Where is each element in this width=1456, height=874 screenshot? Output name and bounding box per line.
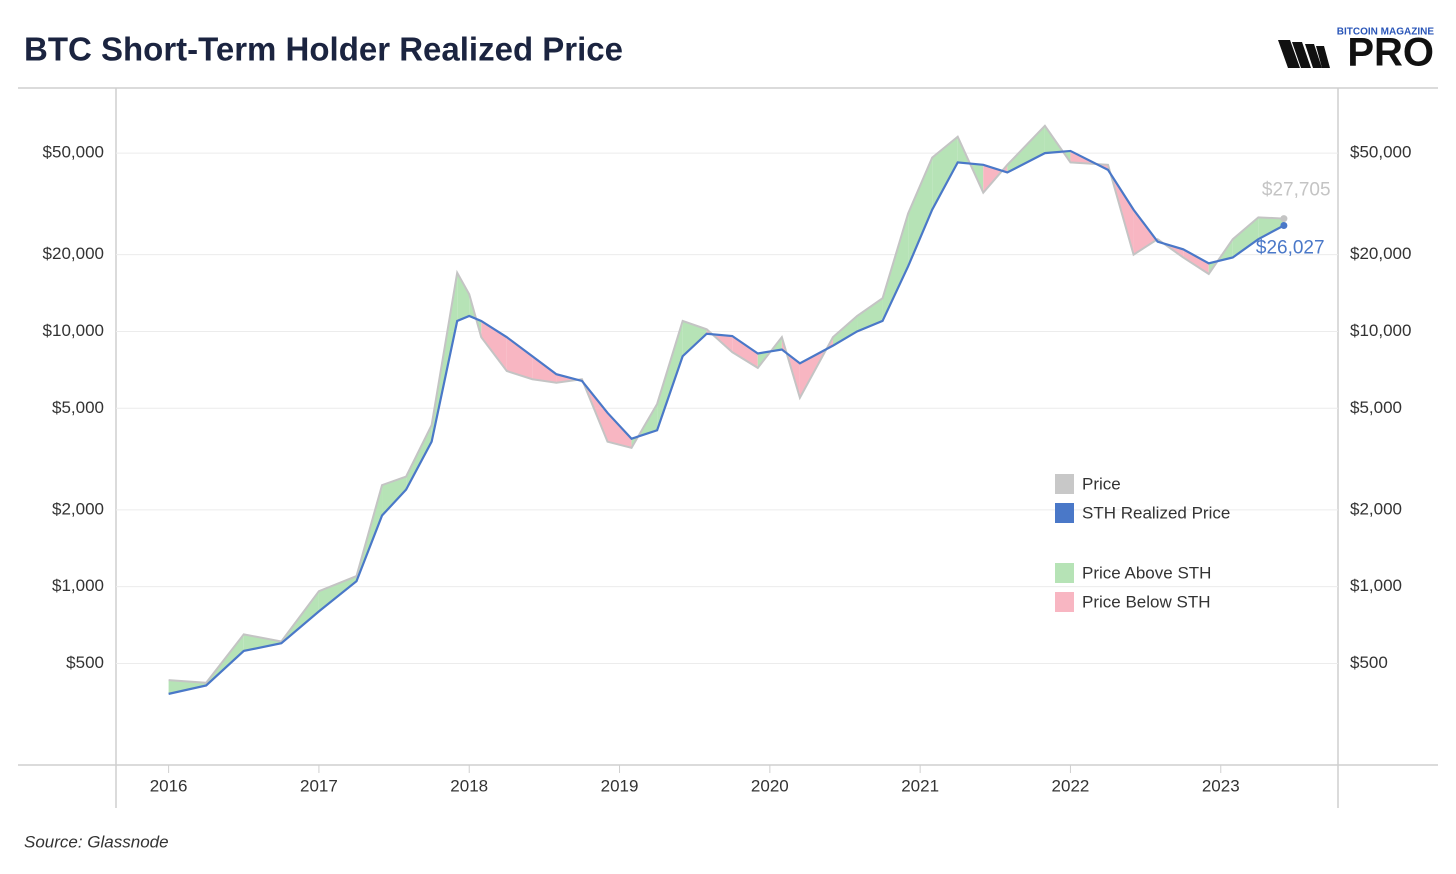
logo-top: BITCOIN MAGAZINE [1337, 27, 1435, 38]
y2-tick-label: $500 [1350, 653, 1388, 672]
value-label: $26,027 [1256, 238, 1325, 259]
fill-band [832, 315, 858, 346]
x-tick-label: 2017 [300, 776, 338, 795]
y2-tick-label: $2,000 [1350, 499, 1402, 518]
y2-tick-label: $20,000 [1350, 244, 1411, 263]
fill-band [506, 337, 533, 380]
fill-band [382, 476, 407, 516]
fill-band [457, 272, 470, 321]
fill-band [406, 425, 432, 490]
fill-band [932, 136, 958, 210]
fill-band [243, 634, 282, 651]
x-tick-label: 2023 [1202, 776, 1240, 795]
fill-band [1007, 125, 1045, 173]
y-tick-label: $20,000 [43, 244, 104, 263]
y2-tick-label: $50,000 [1350, 143, 1411, 162]
source: Source: Glassnode [24, 832, 169, 851]
logo-main: PRO [1347, 31, 1434, 75]
legend-label: STH Realized Price [1082, 503, 1230, 522]
fill-band [532, 356, 557, 383]
legend-swatch [1055, 474, 1074, 494]
series-line [168, 149, 1285, 695]
fill-band [168, 680, 207, 694]
legend-swatch [1055, 563, 1074, 583]
x-tick-label: 2021 [901, 776, 939, 795]
legend-label: Price Above STH [1082, 563, 1211, 582]
logo: BITCOIN MAGAZINE PRO [1278, 27, 1434, 75]
end-point [1280, 221, 1288, 229]
fill-band [657, 320, 683, 431]
y-tick-label: $50,000 [43, 143, 104, 162]
legend-label: Price [1082, 474, 1121, 493]
y-tick-label: $10,000 [43, 321, 104, 340]
y-tick-label: $1,000 [52, 576, 104, 595]
logo-icon [1278, 40, 1330, 68]
fill-band [1232, 217, 1259, 258]
legend-swatch [1055, 592, 1074, 612]
value-label: $27,705 [1262, 180, 1331, 201]
x-tick-label: 2020 [751, 776, 789, 795]
fill-band [781, 337, 800, 398]
x-tick-label: 2022 [1052, 776, 1090, 795]
y2-tick-label: $5,000 [1350, 398, 1402, 417]
y-tick-label: $2,000 [52, 499, 104, 518]
series-line [168, 124, 1284, 684]
fill-band [1133, 209, 1158, 255]
fill-band [1258, 217, 1284, 240]
fill-band [882, 213, 909, 321]
y-tick-label: $5,000 [52, 398, 104, 417]
fill-band [732, 336, 758, 368]
x-tick-label: 2016 [150, 776, 188, 795]
fill-band [1183, 249, 1209, 274]
y2-tick-label: $10,000 [1350, 321, 1411, 340]
fill-band [908, 157, 933, 267]
x-tick-label: 2019 [601, 776, 639, 795]
chart-title: BTC Short-Term Holder Realized Price [24, 31, 623, 68]
x-tick-label: 2018 [450, 776, 488, 795]
legend-label: Price Below STH [1082, 592, 1210, 611]
legend-swatch [1055, 503, 1074, 523]
fill-band [682, 320, 707, 357]
y2-tick-label: $1,000 [1350, 576, 1402, 595]
y-tick-label: $500 [66, 653, 104, 672]
end-point [1280, 215, 1288, 223]
fill-band [607, 412, 632, 448]
fill-band [1070, 150, 1109, 170]
